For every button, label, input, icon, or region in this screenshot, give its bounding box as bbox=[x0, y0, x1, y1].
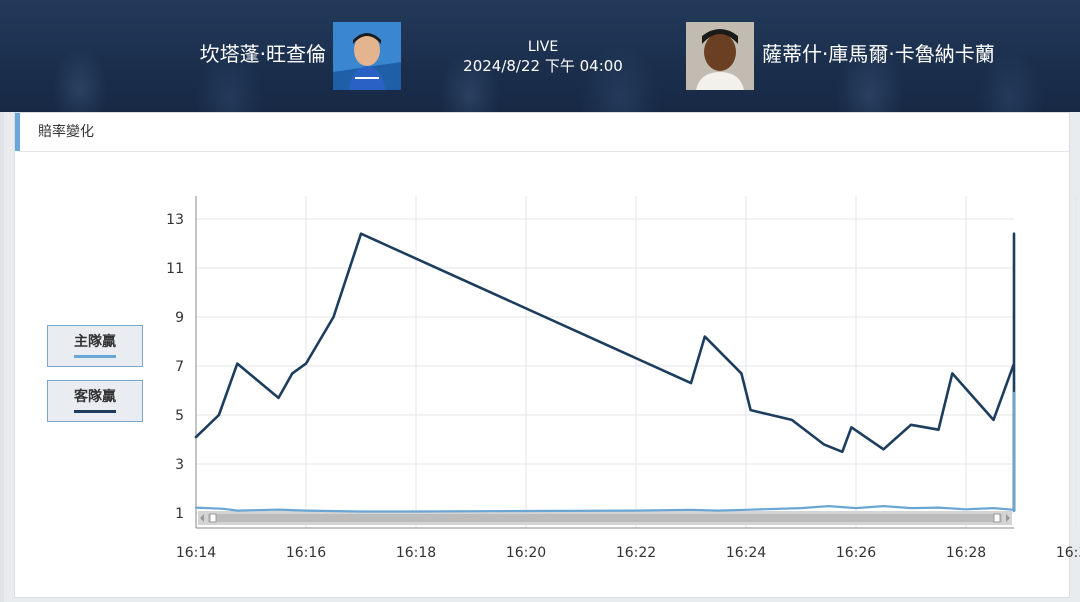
page-left-edge bbox=[0, 112, 4, 602]
live-label: LIVE bbox=[527, 39, 559, 55]
chart-frame bbox=[19, 151, 1071, 597]
y-tick-label: 13 bbox=[166, 212, 184, 228]
x-tick-label: 16:16 bbox=[286, 545, 326, 561]
scrollbar-right-handle[interactable] bbox=[993, 513, 1001, 523]
home-player-name[interactable]: 坎塔蓬·旺查倫 bbox=[199, 42, 326, 66]
y-tick-label: 11 bbox=[166, 261, 184, 277]
away-player-avatar[interactable] bbox=[686, 22, 754, 90]
legend-away-win-button[interactable]: 客隊贏 bbox=[47, 380, 143, 422]
section-title: 賠率變化 bbox=[15, 113, 1069, 151]
x-tick-label: 16:20 bbox=[506, 545, 546, 561]
chart-scrollbar[interactable] bbox=[198, 511, 1012, 525]
y-tick-label: 5 bbox=[175, 408, 184, 424]
x-tick-label: 16:18 bbox=[396, 545, 436, 561]
away-player-photo bbox=[686, 22, 754, 90]
x-tick-label: 16:26 bbox=[836, 545, 876, 561]
x-tick-label: 16:28 bbox=[946, 545, 986, 561]
x-tick-label: 16:14 bbox=[176, 545, 216, 561]
series-line-away-win bbox=[194, 232, 1016, 512]
series-line-home-win bbox=[194, 391, 1016, 513]
scrollbar-thumb[interactable] bbox=[208, 514, 1002, 522]
match-status: LIVE 2024/8/22 下午 04:00 bbox=[440, 38, 646, 76]
legend-home-label: 主隊贏 bbox=[74, 334, 116, 350]
legend-away-swatch bbox=[74, 410, 116, 413]
home-player-photo bbox=[333, 22, 401, 90]
scrollbar-left-handle[interactable] bbox=[209, 513, 217, 523]
away-player-name[interactable]: 薩蒂什·庫馬爾·卡魯納卡蘭 bbox=[762, 42, 995, 66]
y-tick-label: 7 bbox=[175, 359, 184, 375]
x-tick-label: 16:24 bbox=[726, 545, 766, 561]
match-header: 坎塔蓬·旺查倫 LIVE 2024/8/22 下午 04:00 薩蒂什·庫馬爾·… bbox=[0, 0, 1080, 112]
legend-home-win-button[interactable]: 主隊贏 bbox=[47, 325, 143, 367]
scrollbar-right-arrow-icon[interactable] bbox=[1006, 514, 1010, 522]
x-tick-label: 16:22 bbox=[616, 545, 656, 561]
y-tick-label: 3 bbox=[175, 457, 184, 473]
home-player-avatar[interactable] bbox=[333, 22, 401, 90]
y-tick-label: 1 bbox=[175, 506, 184, 522]
legend-home-swatch bbox=[74, 355, 116, 358]
x-tick-label: 16:30 bbox=[1056, 545, 1080, 561]
header-background bbox=[0, 0, 1080, 112]
scrollbar-left-arrow-icon[interactable] bbox=[200, 514, 204, 522]
match-datetime: 2024/8/22 下午 04:00 bbox=[463, 57, 623, 75]
legend-away-label: 客隊贏 bbox=[74, 389, 116, 405]
y-tick-label: 9 bbox=[175, 310, 184, 326]
